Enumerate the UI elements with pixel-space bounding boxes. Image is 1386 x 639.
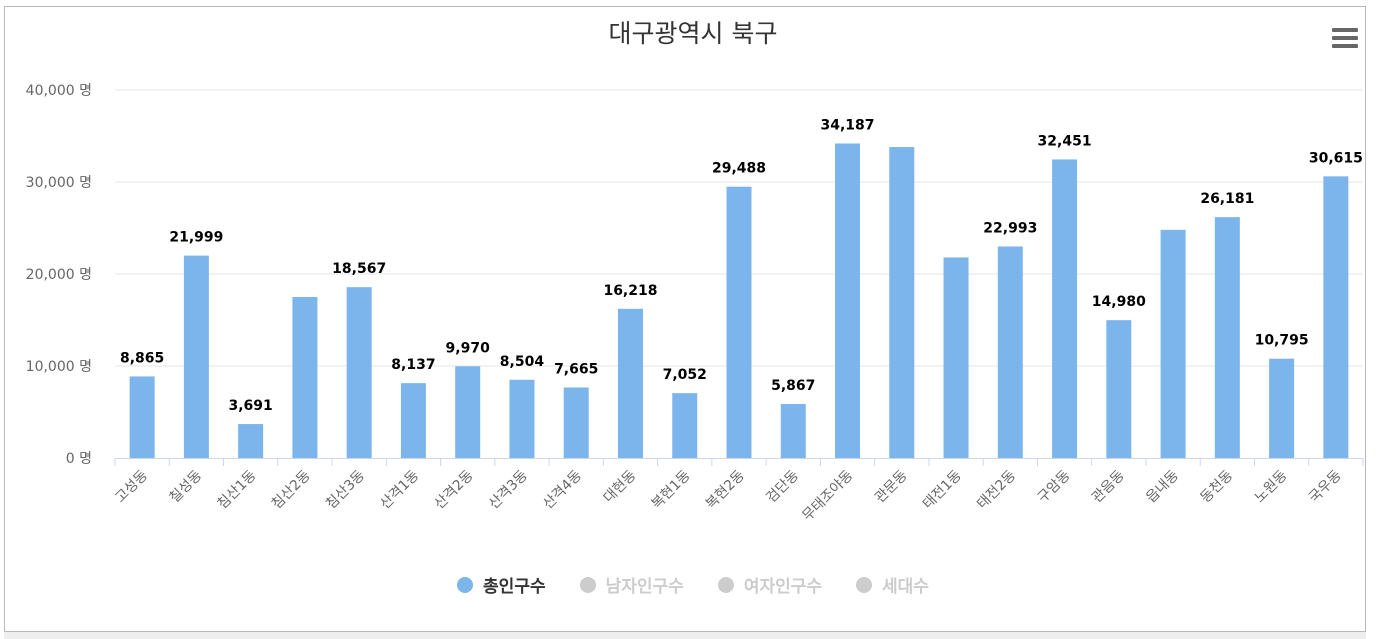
y-tick-label: 10,000 명 xyxy=(26,359,92,375)
x-tick-label: 고성동 xyxy=(112,467,151,506)
data-label: 26,181 xyxy=(1200,191,1254,207)
bar xyxy=(1106,320,1132,458)
chart-title: 대구광역시 북구 xyxy=(608,19,778,48)
chart-legend: 총인구수 남자인구수 여자인구수 세대수 xyxy=(0,572,1386,597)
x-tick-label: 산격2동 xyxy=(432,467,477,512)
legend-label: 여자인구수 xyxy=(743,577,823,597)
legend-marker-icon xyxy=(457,576,474,593)
data-label: 14,980 xyxy=(1092,294,1146,310)
data-label: 10,795 xyxy=(1255,333,1309,349)
legend-item-male-population[interactable]: 남자인구수 xyxy=(579,572,684,597)
bar xyxy=(238,424,264,458)
x-tick-label: 산격4동 xyxy=(540,467,585,512)
bar xyxy=(346,287,372,458)
x-tick-label: 산격3동 xyxy=(486,467,531,512)
x-tick-label: 검단동 xyxy=(763,467,802,506)
data-label: 7,052 xyxy=(663,367,707,383)
data-label: 3,691 xyxy=(229,398,273,414)
data-label: 30,615 xyxy=(1309,150,1363,166)
bar xyxy=(889,147,915,459)
x-tick-label: 복현1동 xyxy=(649,467,694,512)
legend-label: 남자인구수 xyxy=(605,577,684,597)
x-tick-label: 노원동 xyxy=(1252,467,1291,506)
hamburger-menu-icon[interactable] xyxy=(1330,28,1360,54)
menu-line xyxy=(1332,36,1358,40)
y-tick-label: 30,000 명 xyxy=(26,175,92,191)
x-tick-label: 침산2동 xyxy=(269,467,314,512)
legend-label: 총인구수 xyxy=(483,577,546,597)
x-tick-label: 태전1동 xyxy=(920,467,965,512)
x-tick-label: 무태조야동 xyxy=(799,467,856,524)
x-tick-label: 침산1동 xyxy=(215,467,260,512)
x-tick-label: 칠성동 xyxy=(167,467,206,506)
x-tick-label: 국우동 xyxy=(1306,467,1345,506)
data-label: 8,137 xyxy=(391,357,435,373)
data-label: 22,993 xyxy=(983,220,1037,236)
bar xyxy=(1269,358,1295,458)
bar xyxy=(672,393,698,458)
bar xyxy=(617,308,643,458)
legend-item-female-population[interactable]: 여자인구수 xyxy=(717,572,823,597)
data-label: 5,867 xyxy=(771,378,815,394)
data-label: 18,567 xyxy=(332,261,386,277)
data-label: 9,970 xyxy=(446,340,491,356)
legend-marker-icon xyxy=(579,576,596,593)
y-tick-label: 40,000 명 xyxy=(26,83,92,99)
x-tick-label: 대현동 xyxy=(601,467,640,506)
bar xyxy=(563,387,589,458)
right-strip xyxy=(1366,6,1386,639)
bar xyxy=(509,379,535,458)
y-tick-label: 0 명 xyxy=(66,451,92,467)
bar xyxy=(726,186,752,459)
x-tick-label: 구암동 xyxy=(1035,467,1074,506)
data-labels: 8,865 21,999 3,691 18,567 8,137 9,970 8,504 7,6… xyxy=(120,117,1363,414)
data-label: 7,665 xyxy=(554,361,598,377)
legend-label: 세대수 xyxy=(882,577,929,597)
bar xyxy=(292,297,318,458)
x-tick-label: 관문동 xyxy=(872,467,911,506)
data-label: 29,488 xyxy=(712,161,766,177)
x-tick-label: 침산3동 xyxy=(323,467,368,512)
data-label: 32,451 xyxy=(1038,133,1092,149)
x-tick-label: 복현2동 xyxy=(703,467,748,512)
bar xyxy=(780,404,806,458)
x-tick-label: 태전2동 xyxy=(974,467,1019,512)
x-tick-label: 동천동 xyxy=(1198,467,1237,506)
legend-marker-icon xyxy=(856,576,873,593)
data-label: 8,865 xyxy=(120,350,164,366)
x-axis: 고성동 칠성동 침산1동 침산2동 침산3동 산격1동 산격2동 산격3동 산격4동 대현동 복현1… xyxy=(112,458,1364,524)
x-tick-label: 관음동 xyxy=(1089,467,1128,506)
y-axis-labels: 0 명 10,000 명 20,000 명 30,000 명 40,000 명 xyxy=(26,83,92,467)
bar xyxy=(1160,229,1186,458)
bar xyxy=(1052,159,1078,458)
y-tick-label: 20,000 명 xyxy=(26,267,92,283)
data-label: 8,504 xyxy=(500,354,545,370)
bottom-strip xyxy=(4,632,1366,639)
legend-item-households[interactable]: 세대수 xyxy=(856,572,929,597)
data-label: 34,187 xyxy=(821,117,875,133)
data-label: 21,999 xyxy=(169,230,223,246)
bar xyxy=(455,366,481,458)
x-tick-label: 읍내동 xyxy=(1143,467,1182,506)
chart-container xyxy=(4,6,1366,632)
x-tick-label: 산격1동 xyxy=(377,467,422,512)
bar xyxy=(997,246,1023,458)
menu-line xyxy=(1332,44,1358,48)
bar xyxy=(183,255,209,458)
bar xyxy=(400,383,426,458)
legend-item-total-population[interactable]: 총인구수 xyxy=(457,572,546,597)
legend-marker-icon xyxy=(717,576,734,593)
bar xyxy=(943,257,969,458)
bar-series xyxy=(129,143,1349,459)
bar xyxy=(835,143,861,458)
bar xyxy=(129,376,155,458)
data-label: 16,218 xyxy=(603,283,657,299)
bar xyxy=(1323,176,1349,459)
bar xyxy=(1214,217,1240,458)
menu-line xyxy=(1332,28,1358,32)
